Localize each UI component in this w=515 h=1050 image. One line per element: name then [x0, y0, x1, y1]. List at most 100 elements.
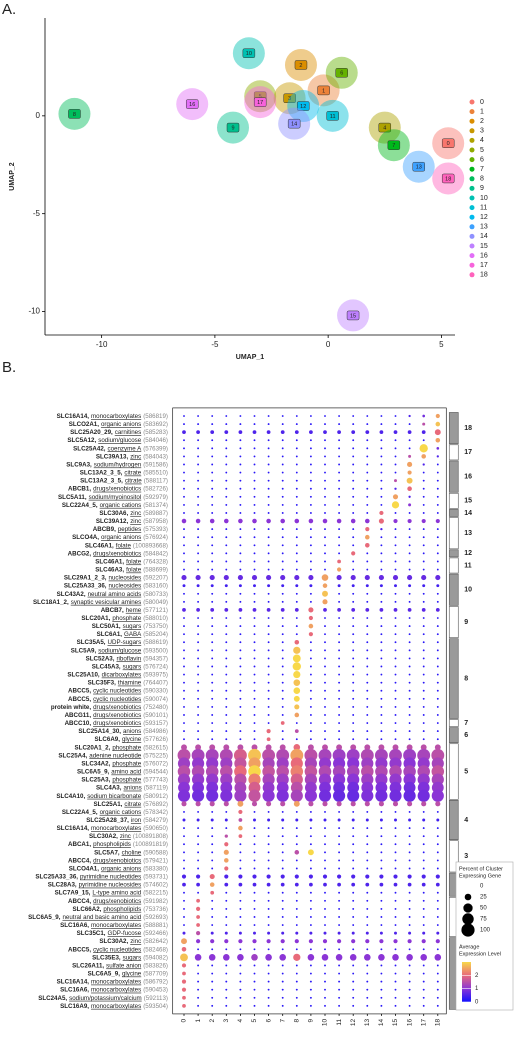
dot — [281, 600, 284, 603]
dot — [380, 972, 383, 975]
dot — [408, 600, 411, 603]
dot — [295, 536, 298, 539]
cluster-label-box — [441, 138, 455, 148]
dot — [183, 835, 185, 838]
dot — [421, 518, 426, 524]
dot — [239, 899, 242, 902]
dot — [361, 789, 374, 802]
gene-function: sodium/potassium/calcium — [69, 994, 142, 1001]
dot — [436, 948, 439, 951]
dot — [436, 495, 439, 498]
legend-marker — [469, 128, 475, 134]
gene-label: SLC13A2_3_5, citrate (588117) — [80, 477, 168, 484]
gene-name: SLC4A3, — [96, 784, 122, 791]
y-tick-label: -10 — [28, 307, 40, 316]
dot — [436, 827, 439, 830]
dot — [197, 617, 200, 619]
dot — [366, 916, 369, 918]
dot — [253, 463, 256, 466]
dot — [380, 536, 383, 539]
size-legend-dot — [463, 903, 473, 913]
gene-function: sugars — [123, 663, 142, 670]
gene-function: monocarboxylates — [91, 825, 141, 832]
dot — [211, 996, 214, 999]
gene-id: (577121) — [143, 607, 168, 614]
dot — [309, 730, 312, 733]
dot — [324, 447, 326, 450]
dot — [380, 673, 383, 676]
dot — [225, 722, 228, 724]
dot — [422, 560, 425, 563]
gene-function: synaptic vesicular amines — [71, 598, 142, 605]
dot — [183, 625, 185, 628]
dot — [324, 479, 326, 482]
dot — [324, 843, 326, 846]
dot — [366, 738, 369, 741]
cluster-label-box — [317, 85, 330, 96]
dot — [366, 439, 369, 442]
dot — [380, 625, 383, 628]
dot — [196, 915, 200, 919]
dot — [267, 463, 270, 466]
gene-name: ABCG11, — [65, 712, 92, 719]
dot — [253, 705, 256, 708]
dot — [253, 722, 256, 724]
dot — [338, 641, 341, 644]
dot — [394, 560, 397, 563]
dot — [295, 447, 298, 450]
dot — [394, 552, 397, 555]
dot — [267, 972, 270, 975]
dot — [281, 810, 284, 813]
dot — [338, 835, 341, 838]
dot — [309, 479, 312, 482]
dot — [239, 924, 242, 926]
dot — [394, 843, 397, 846]
dot — [281, 423, 284, 426]
gene-id: (587709) — [143, 970, 168, 977]
dot — [408, 633, 411, 636]
dot — [365, 818, 369, 822]
dot — [253, 818, 256, 822]
dot — [366, 503, 369, 506]
dot — [436, 988, 439, 991]
x-tick-label: 7 — [279, 1019, 286, 1023]
dot — [211, 899, 214, 902]
dot — [280, 801, 286, 807]
dot — [197, 463, 200, 466]
gene-name: SLC30A2, — [89, 833, 118, 840]
dot — [379, 430, 384, 435]
cluster-label-box — [287, 118, 301, 129]
gene-id: (593731) — [143, 873, 168, 880]
dot — [281, 439, 284, 442]
cluster-label-box — [294, 60, 308, 70]
dot — [422, 689, 425, 692]
dot — [183, 843, 185, 846]
dot — [394, 423, 397, 426]
dot — [266, 575, 272, 581]
gene-label: SLC6A5_9, neutral and basic amino acid (59… — [28, 914, 168, 921]
gene-name: SLC45A3, — [92, 663, 121, 670]
dot — [294, 712, 300, 718]
dot — [197, 835, 200, 838]
dot — [365, 527, 370, 532]
dot — [224, 818, 228, 822]
dot — [365, 430, 370, 435]
dot — [352, 625, 355, 628]
gene-label: SLC6A5_9, amino acid (594544) — [77, 768, 168, 775]
dot — [267, 617, 270, 619]
dot — [380, 415, 383, 417]
dot — [281, 536, 284, 539]
dot — [352, 633, 355, 636]
dot — [295, 859, 298, 862]
dot — [394, 584, 397, 588]
gene-id: (584046) — [143, 437, 168, 444]
gene-label: SLC34A2, phosphate (576072) — [81, 760, 168, 767]
dot — [394, 415, 397, 417]
dot — [181, 938, 187, 945]
dot — [375, 789, 388, 802]
dot — [408, 867, 411, 870]
dot — [225, 503, 228, 506]
dot — [211, 495, 214, 498]
dot — [394, 924, 397, 926]
dot — [366, 592, 369, 595]
